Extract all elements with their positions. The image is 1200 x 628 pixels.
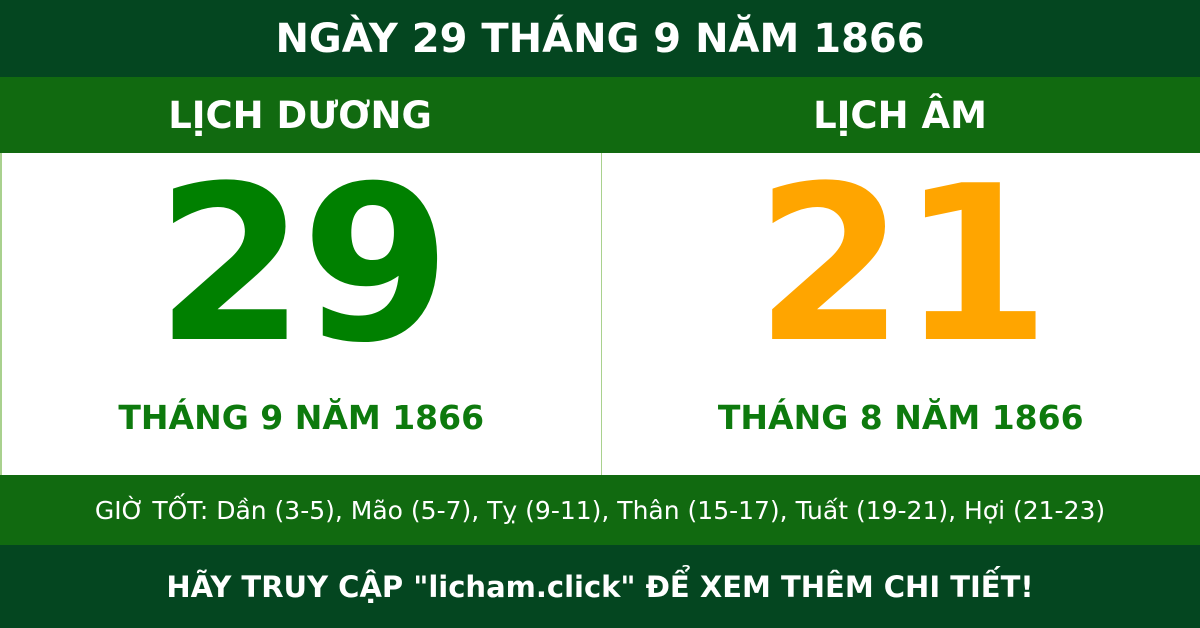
good-hours: GIỜ TỐT: Dần (3-5), Mão (5-7), Tỵ (9-11)… [0, 475, 1200, 545]
lunar-month-year: THÁNG 8 NĂM 1866 [717, 398, 1084, 437]
solar-heading: LỊCH DƯƠNG [168, 93, 432, 137]
solar-month-year: THÁNG 9 NĂM 1866 [118, 398, 485, 437]
lunar-day: 21 [755, 139, 1050, 390]
footer-cta: HÃY TRUY CẬP "licham.click" ĐỂ XEM THÊM … [0, 545, 1200, 628]
page-title: NGÀY 29 THÁNG 9 NĂM 1866 [0, 0, 1200, 77]
lunar-heading: LỊCH ÂM [813, 93, 987, 137]
lunar-column: 21 THÁNG 8 NĂM 1866 [602, 153, 1200, 475]
calendar-headings: LỊCH DƯƠNG LỊCH ÂM [0, 77, 1200, 153]
solar-column: 29 THÁNG 9 NĂM 1866 [2, 153, 602, 475]
calendar-body: 29 THÁNG 9 NĂM 1866 21 THÁNG 8 NĂM 1866 [0, 153, 1200, 475]
solar-day: 29 [155, 139, 451, 390]
